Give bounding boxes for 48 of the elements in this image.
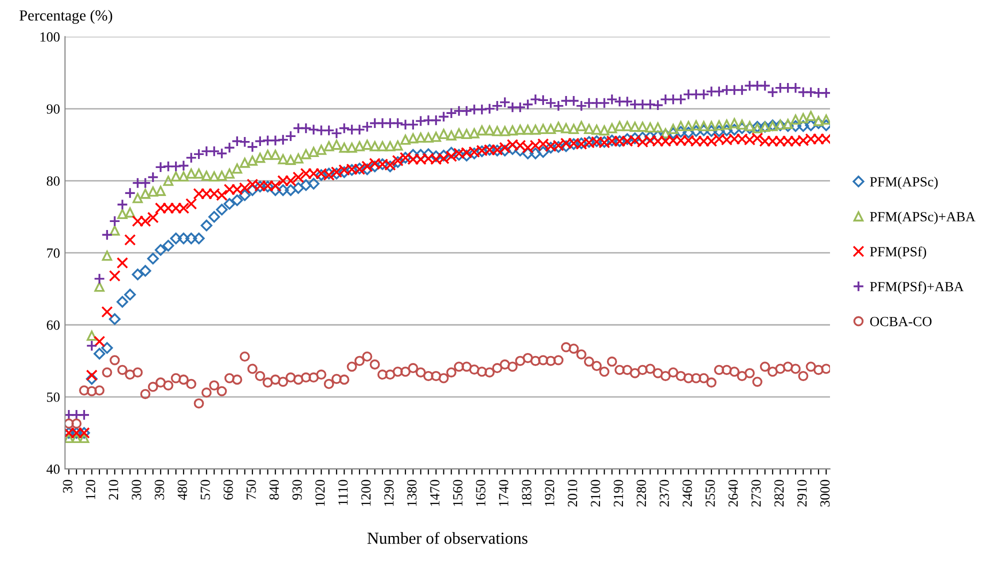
x-axis-title: Number of observations xyxy=(367,532,528,544)
legend-label: PFM(PSf) xyxy=(870,246,926,260)
x-tick-label: 2100 xyxy=(590,480,600,507)
x-tick-label: 30 xyxy=(62,480,72,493)
x-tick-label: 660 xyxy=(224,480,233,500)
y-tick-label: 70 xyxy=(47,248,60,258)
x-tick-label: 750 xyxy=(246,480,256,500)
x-tick-label: 1470 xyxy=(430,480,440,506)
y-tick-label: 90 xyxy=(46,104,60,114)
x-tick-label: 3000 xyxy=(820,480,830,506)
x-tick-label: 2370 xyxy=(660,480,669,507)
x-tick-label: 1200 xyxy=(361,480,371,506)
x-tick-label: 1290 xyxy=(384,480,394,506)
x-tick-label: 2460 xyxy=(682,480,692,507)
x-tick-label: 390 xyxy=(154,480,164,500)
x-tick-label: 300 xyxy=(132,480,142,500)
x-tick-label: 1920 xyxy=(544,480,554,506)
x-tick-label: 930 xyxy=(292,480,302,500)
x-tick-label: 2730 xyxy=(751,480,761,507)
x-tick-label: 1560 xyxy=(453,480,462,506)
x-tick-label: 1830 xyxy=(522,480,532,506)
x-tick-label: 570 xyxy=(200,480,210,500)
x-tick-label: 2010 xyxy=(568,480,578,507)
legend-label: PFM(APSc)+ABA xyxy=(870,212,976,224)
x-tick-label: 2820 xyxy=(774,480,784,507)
x-tick-label: 2550 xyxy=(706,480,715,507)
y-tick-label: 50 xyxy=(47,392,60,402)
legend-label: PFM(PSf)+ABA xyxy=(870,281,964,294)
y-tick-label: 80 xyxy=(46,176,60,186)
x-tick-label: 1740 xyxy=(498,480,508,506)
x-tick-label: 210 xyxy=(108,480,118,500)
y-tick-label: 40 xyxy=(46,464,60,474)
x-tick-label: 2190 xyxy=(614,480,624,507)
legend-label: PFM(APSc) xyxy=(870,176,938,190)
x-tick-label: 2910 xyxy=(797,480,807,507)
x-tick-label: 1380 xyxy=(407,480,417,506)
x-tick-label: 120 xyxy=(86,480,96,499)
x-tick-label: 1110 xyxy=(338,480,348,505)
x-tick-label: 840 xyxy=(269,480,279,500)
y-axis-title: Percentage (%) xyxy=(20,10,112,24)
x-tick-label: 1020 xyxy=(315,480,325,506)
x-tick-label: 480 xyxy=(178,480,188,500)
y-tick-label: 60 xyxy=(46,320,60,330)
x-tick-label: 2640 xyxy=(728,480,738,507)
x-tick-label: 1650 xyxy=(476,480,486,506)
y-tick-label: 100 xyxy=(40,32,60,42)
legend-label: OCBA-CO xyxy=(870,316,932,326)
x-tick-label: 2280 xyxy=(636,480,646,507)
